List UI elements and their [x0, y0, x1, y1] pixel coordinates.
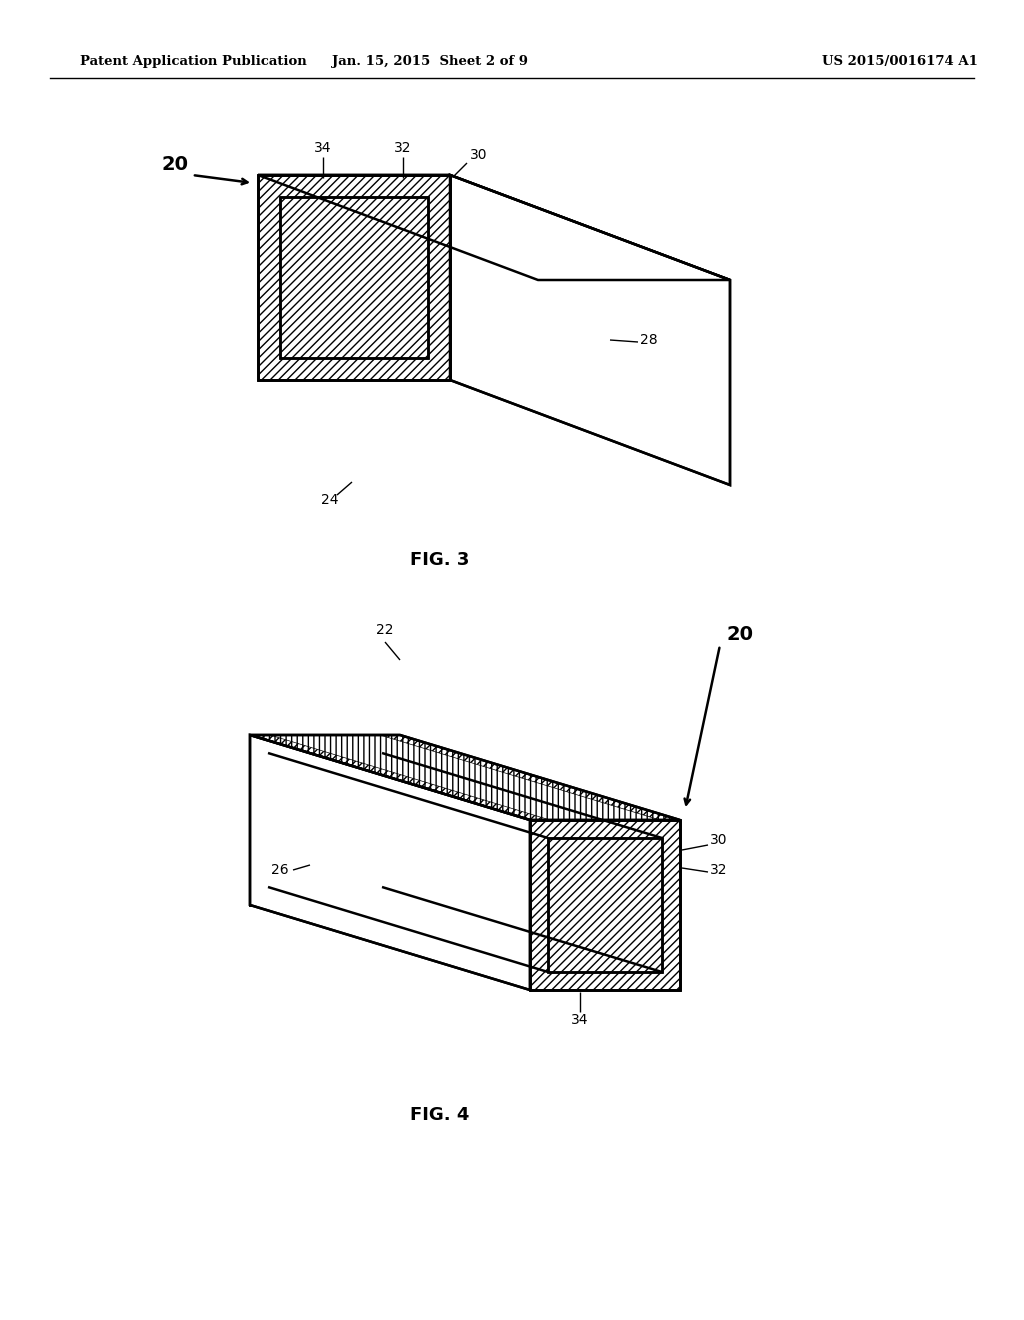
Polygon shape [258, 176, 450, 380]
Text: 30: 30 [710, 833, 727, 847]
Polygon shape [450, 176, 730, 484]
Text: 22: 22 [376, 623, 394, 638]
Polygon shape [530, 820, 680, 990]
Text: 34: 34 [571, 1012, 589, 1027]
Text: 20: 20 [162, 156, 188, 174]
Polygon shape [250, 735, 680, 820]
Text: 26: 26 [271, 863, 289, 876]
Text: FIG. 3: FIG. 3 [411, 550, 470, 569]
Polygon shape [548, 838, 662, 972]
Polygon shape [250, 735, 400, 906]
Text: US 2015/0016174 A1: US 2015/0016174 A1 [822, 55, 978, 69]
Text: 32: 32 [394, 141, 412, 154]
Text: Patent Application Publication: Patent Application Publication [80, 55, 307, 69]
Text: FIG. 4: FIG. 4 [411, 1106, 470, 1125]
Polygon shape [280, 197, 428, 358]
Text: 20: 20 [726, 626, 754, 644]
Text: 30: 30 [470, 148, 487, 162]
Polygon shape [258, 176, 730, 280]
Text: 24: 24 [322, 492, 339, 507]
Text: 28: 28 [640, 333, 657, 347]
Polygon shape [268, 752, 382, 887]
Text: 32: 32 [710, 863, 727, 876]
Polygon shape [250, 735, 530, 990]
Text: 34: 34 [314, 141, 332, 154]
Text: Jan. 15, 2015  Sheet 2 of 9: Jan. 15, 2015 Sheet 2 of 9 [332, 55, 528, 69]
